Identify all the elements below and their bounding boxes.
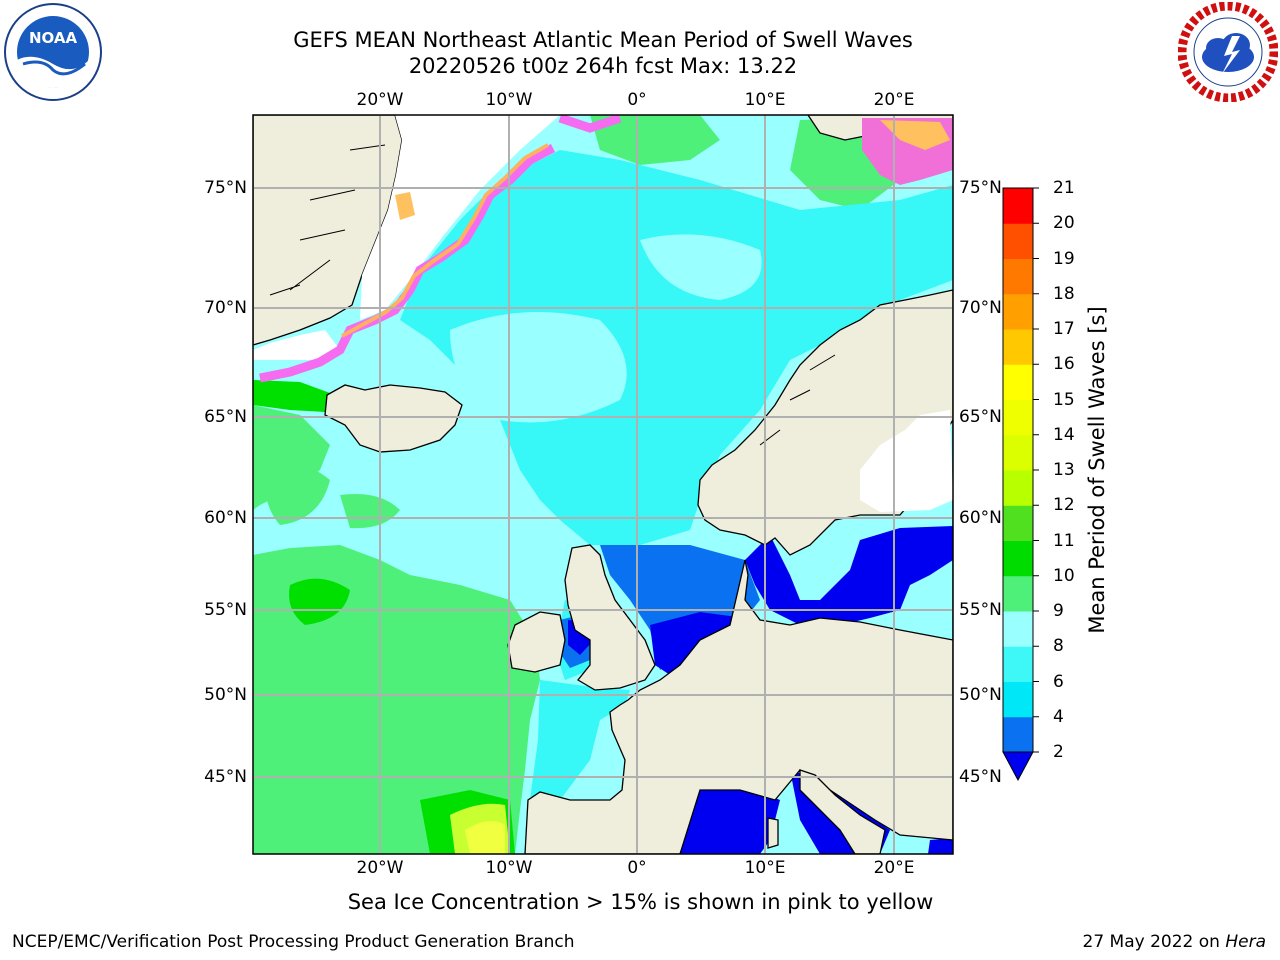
colorbar-tick-label: 20 <box>1053 213 1075 234</box>
colorbar-bin <box>1003 470 1033 506</box>
footer-date: 27 May 2022 on Hera <box>1083 932 1267 952</box>
colorbar-tick-label: 10 <box>1053 565 1075 586</box>
colorbar-bin <box>1003 646 1033 682</box>
lat-tick-left: 75°N <box>204 178 247 198</box>
lon-tick-bottom: 10°W <box>485 858 533 878</box>
colorbar-bin <box>1003 611 1033 647</box>
great-britain-landmass <box>564 544 656 691</box>
blue-swell-zone <box>600 545 760 670</box>
lon-tick-top: 20°E <box>873 90 915 110</box>
sea-ice-patch <box>880 120 950 150</box>
colorbar-tick-label: 12 <box>1053 495 1075 516</box>
iceland-landmass <box>324 384 463 453</box>
sea-ice-patch <box>395 192 415 220</box>
no-data-area <box>360 115 560 320</box>
lon-tick-bottom: 0° <box>627 858 647 878</box>
no-data-area <box>253 330 340 360</box>
lat-tick-left: 60°N <box>204 508 247 528</box>
lat-tick-left: 50°N <box>204 685 247 705</box>
colorbar-tick-label: 21 <box>1053 178 1075 198</box>
no-data-area <box>860 410 953 512</box>
colorbar-label: Mean Period of Swell Waves [s] <box>1085 306 1109 634</box>
map-title: GEFS MEAN Northeast Atlantic Mean Period… <box>293 28 913 52</box>
colorbar-tick-label: 6 <box>1053 671 1064 692</box>
colorbar-bin <box>1003 681 1033 718</box>
lon-tick-bottom: 20°W <box>356 858 404 878</box>
italy-landmass <box>799 769 886 854</box>
sardinia-landmass <box>767 817 779 849</box>
bright-green-patch <box>289 578 350 625</box>
sea-ice-note: Sea Ice Concentration > 15% is shown in … <box>347 890 934 914</box>
footer-date-text: 27 May 2022 on <box>1082 932 1226 952</box>
colorbar-bin <box>1003 258 1033 295</box>
bright-green-zone <box>253 380 330 412</box>
nws-logo <box>1178 2 1278 102</box>
lat-tick-left: 70°N <box>204 298 247 318</box>
green-patch <box>340 494 400 529</box>
colorbar-tick-label: 8 <box>1053 636 1064 657</box>
colorbar-tick-label: 4 <box>1053 706 1064 727</box>
lat-tick-right: 65°N <box>959 407 1002 427</box>
footer-credit: NCEP/EMC/Verification Post Processing Pr… <box>12 932 575 952</box>
map-subtitle: 20220526 t00z 264h fcst Max: 13.22 <box>408 54 798 78</box>
lat-tick-right: 55°N <box>959 600 1002 620</box>
map-frame <box>252 114 954 855</box>
cyan-swell-zone <box>530 680 630 800</box>
lat-tick-right: 70°N <box>959 298 1002 318</box>
colorbar-bin <box>1003 399 1033 436</box>
green-swell-zone <box>590 115 720 165</box>
colorbar-bin <box>1003 540 1033 577</box>
lat-tick-right: 75°N <box>959 178 1002 198</box>
lon-tick-bottom: 10°E <box>744 858 786 878</box>
cyan-swell-zone <box>400 150 953 545</box>
colorbar-tick-label: 19 <box>1053 248 1075 269</box>
graticule <box>253 115 953 854</box>
colorbar-tick-label: 9 <box>1053 601 1064 621</box>
lon-tick-top: 20°W <box>356 90 404 110</box>
colorbar-bin <box>1003 575 1033 612</box>
colorbar-bin <box>1003 364 1033 400</box>
green-swell-zone <box>253 405 540 854</box>
colorbar-tick-label: 11 <box>1053 530 1075 551</box>
lon-tick-top: 0° <box>627 90 647 110</box>
colorbar-bin <box>1003 434 1033 471</box>
lon-tick-bottom: 20°E <box>873 858 915 878</box>
lat-tick-right: 45°N <box>959 767 1002 787</box>
colorbar-bin <box>1003 505 1033 541</box>
noaa-logo: NOAA <box>4 3 102 101</box>
colorbar-tick-label: 13 <box>1053 460 1075 480</box>
colorbar-bin <box>1003 188 1033 224</box>
footer-host: Hera <box>1225 932 1266 952</box>
dark-blue-swell-zone <box>745 526 953 625</box>
colorbar-tick-label: 18 <box>1053 283 1075 304</box>
yellow-swell-core <box>465 821 505 854</box>
colorbar-tick-label: 15 <box>1053 389 1075 410</box>
lon-tick-top: 10°E <box>744 90 786 110</box>
dark-blue-swell-zone <box>670 788 780 854</box>
colorbar-tick-label: 16 <box>1053 354 1075 375</box>
colorbar-under-triangle <box>1002 751 1034 782</box>
lat-tick-right: 60°N <box>959 508 1002 528</box>
lat-tick-right: 50°N <box>959 685 1002 705</box>
colorbar-bin <box>1003 223 1033 259</box>
lat-tick-left: 55°N <box>204 600 247 620</box>
lat-tick-left: 65°N <box>204 407 247 427</box>
colorbar-tick-label: 17 <box>1053 319 1075 339</box>
colorbar-tick-label: 2 <box>1053 742 1064 762</box>
lat-tick-left: 45°N <box>204 767 247 787</box>
colorbar-bin <box>1003 293 1033 330</box>
lon-tick-top: 10°W <box>485 90 533 110</box>
colorbar-tick-label: 14 <box>1053 424 1075 445</box>
europe-landmass <box>524 289 953 854</box>
open-ocean-patch <box>640 234 762 300</box>
dark-blue-swell-zone <box>928 838 953 854</box>
svg-text:NOAA: NOAA <box>29 29 78 47</box>
open-ocean-patch <box>450 312 627 423</box>
green-patch <box>264 464 330 525</box>
colorbar-bin <box>1003 329 1033 365</box>
colorbar-bin <box>1003 716 1033 753</box>
